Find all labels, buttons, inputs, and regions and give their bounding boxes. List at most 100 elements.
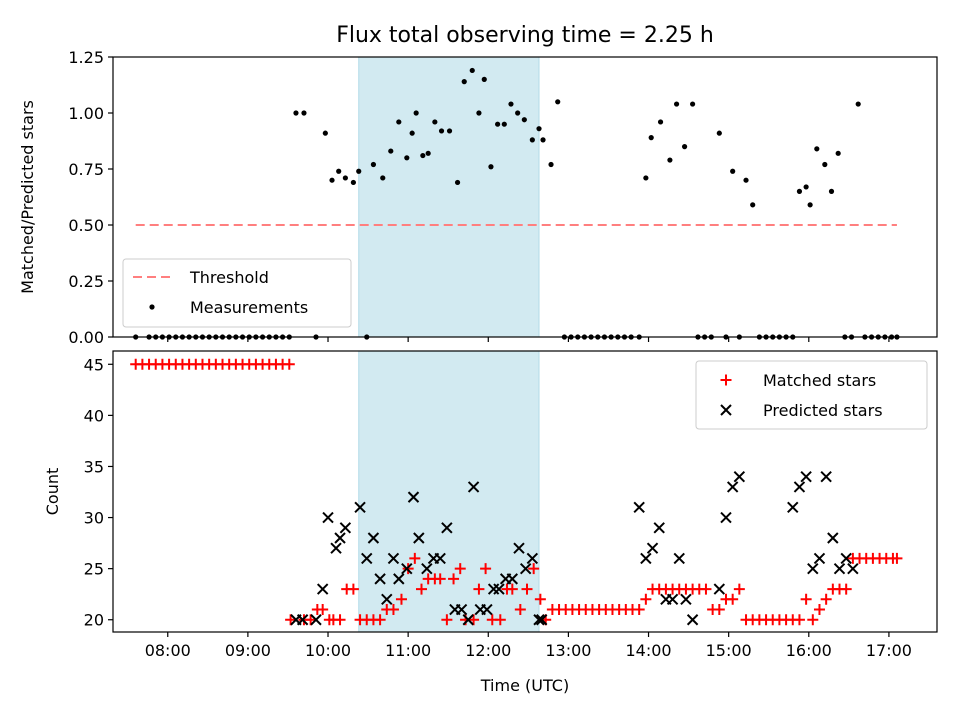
matched-stars-point — [395, 593, 407, 605]
measurement-point — [555, 99, 561, 105]
measurement-point — [380, 175, 386, 181]
matched-stars-point — [415, 583, 427, 595]
matched-stars-point — [434, 573, 446, 585]
predicted-stars-point — [455, 603, 468, 616]
predicted-stars-point — [633, 501, 645, 514]
predicted-stars-point — [367, 532, 380, 544]
y-tick-label: 1.00 — [68, 104, 104, 123]
matched-stars-point — [700, 583, 712, 595]
legend: Threshold Measurements — [122, 258, 352, 328]
x-tick-label: 17:00 — [866, 641, 912, 660]
predicted-stars-point — [381, 593, 393, 606]
legend-measurements-swatch — [149, 304, 155, 310]
predicted-stars-point — [513, 542, 525, 554]
measurement-point — [301, 110, 307, 116]
matched-stars-point — [334, 614, 346, 626]
x-tick-label: 10:00 — [305, 641, 351, 660]
predicted-stars-point — [686, 614, 699, 626]
measurement-point — [342, 175, 348, 181]
measurement-point — [643, 175, 649, 181]
y-tick-label: 0.00 — [68, 328, 104, 347]
x-tick-label: 15:00 — [706, 641, 752, 660]
predicted-stars-point — [441, 522, 453, 534]
measurement-point — [814, 146, 820, 152]
predicted-stars-point — [519, 562, 532, 575]
y-axis-label: Matched/Predicted stars — [18, 100, 37, 294]
predicted-stars-point — [374, 573, 386, 585]
measurement-point — [796, 188, 803, 194]
matched-stars-point — [468, 614, 480, 626]
predicted-stars-point — [793, 481, 806, 493]
predicted-stars-point — [339, 522, 352, 534]
measurement-point — [329, 177, 335, 183]
y-tick-label: 25 — [84, 560, 104, 579]
x-tick-label: 13:00 — [545, 641, 591, 660]
measurement-point — [828, 188, 835, 194]
x-tick-label: 11:00 — [385, 641, 431, 660]
predicted-stars-point — [393, 573, 405, 585]
measurement-point — [446, 128, 453, 134]
predicted-stars-point — [847, 562, 859, 575]
predicted-stars-point — [462, 614, 474, 626]
y-axis-label: Count — [43, 468, 62, 516]
predicted-stars-point — [680, 593, 692, 606]
matched-stars-point — [454, 563, 466, 575]
measurement-point — [855, 101, 861, 107]
predicted-stars-point — [827, 532, 839, 544]
matched-stars-point — [793, 614, 805, 626]
measurement-point — [461, 79, 467, 85]
measurement-point — [293, 110, 299, 116]
predicted-stars-point — [506, 573, 519, 585]
series-layer — [130, 358, 903, 626]
y-tick-label: 20 — [84, 611, 104, 630]
measurement-point — [420, 152, 426, 159]
predicted-stars-point — [800, 470, 812, 483]
observing-window-band — [358, 56, 540, 338]
x-axis-label: Time (UTC) — [480, 676, 569, 695]
x-tick-label: 09:00 — [225, 641, 271, 660]
y-tick-label: 0.50 — [68, 216, 104, 235]
x-tick-label: 12:00 — [465, 641, 511, 660]
measurement-point — [469, 67, 475, 74]
matched-stars-point — [387, 604, 399, 616]
predicted-stars-point — [533, 614, 545, 626]
x-tick-label: 08:00 — [145, 641, 191, 660]
matched-stars-point — [305, 614, 317, 626]
y-tick-label: 30 — [84, 509, 104, 528]
measurement-point — [822, 161, 828, 168]
predicted-stars-point — [296, 614, 309, 626]
measurement-point — [540, 137, 546, 143]
measurement-point — [730, 168, 736, 174]
predicted-stars-point — [807, 562, 819, 575]
predicted-stars-point — [316, 583, 329, 595]
plot-frame — [112, 56, 938, 338]
y-tick-label: 35 — [84, 457, 104, 476]
measurement-point — [657, 119, 664, 125]
measurement-point — [322, 130, 328, 136]
predicted-stars-point — [322, 511, 334, 524]
measurement-point — [807, 202, 813, 208]
predicted-stars-point — [387, 552, 400, 565]
x-tick-label: 14:00 — [625, 641, 671, 660]
predicted-stars-point — [646, 542, 659, 554]
measurement-point — [425, 150, 431, 156]
measurement-point — [501, 121, 507, 127]
predicted-stars-point — [666, 593, 679, 606]
measurement-point — [388, 148, 394, 154]
matched-stars-point — [409, 552, 421, 564]
measurement-point — [515, 110, 521, 116]
matched-stars-point — [494, 614, 506, 626]
measurement-point — [413, 110, 419, 116]
observing-window-band — [358, 350, 540, 633]
measurement-point — [648, 135, 654, 141]
predicted-stars-point — [820, 470, 832, 483]
y-tick-label: 1.25 — [68, 48, 104, 67]
predicted-stars-point — [535, 614, 548, 626]
matched-stars-point — [506, 583, 518, 595]
predicted-stars-point — [334, 532, 346, 544]
predicted-stars-point — [653, 522, 665, 534]
matched-stars-point — [891, 552, 903, 564]
legend: Matched stars Predicted stars — [695, 360, 928, 430]
measurement-point — [404, 155, 410, 161]
